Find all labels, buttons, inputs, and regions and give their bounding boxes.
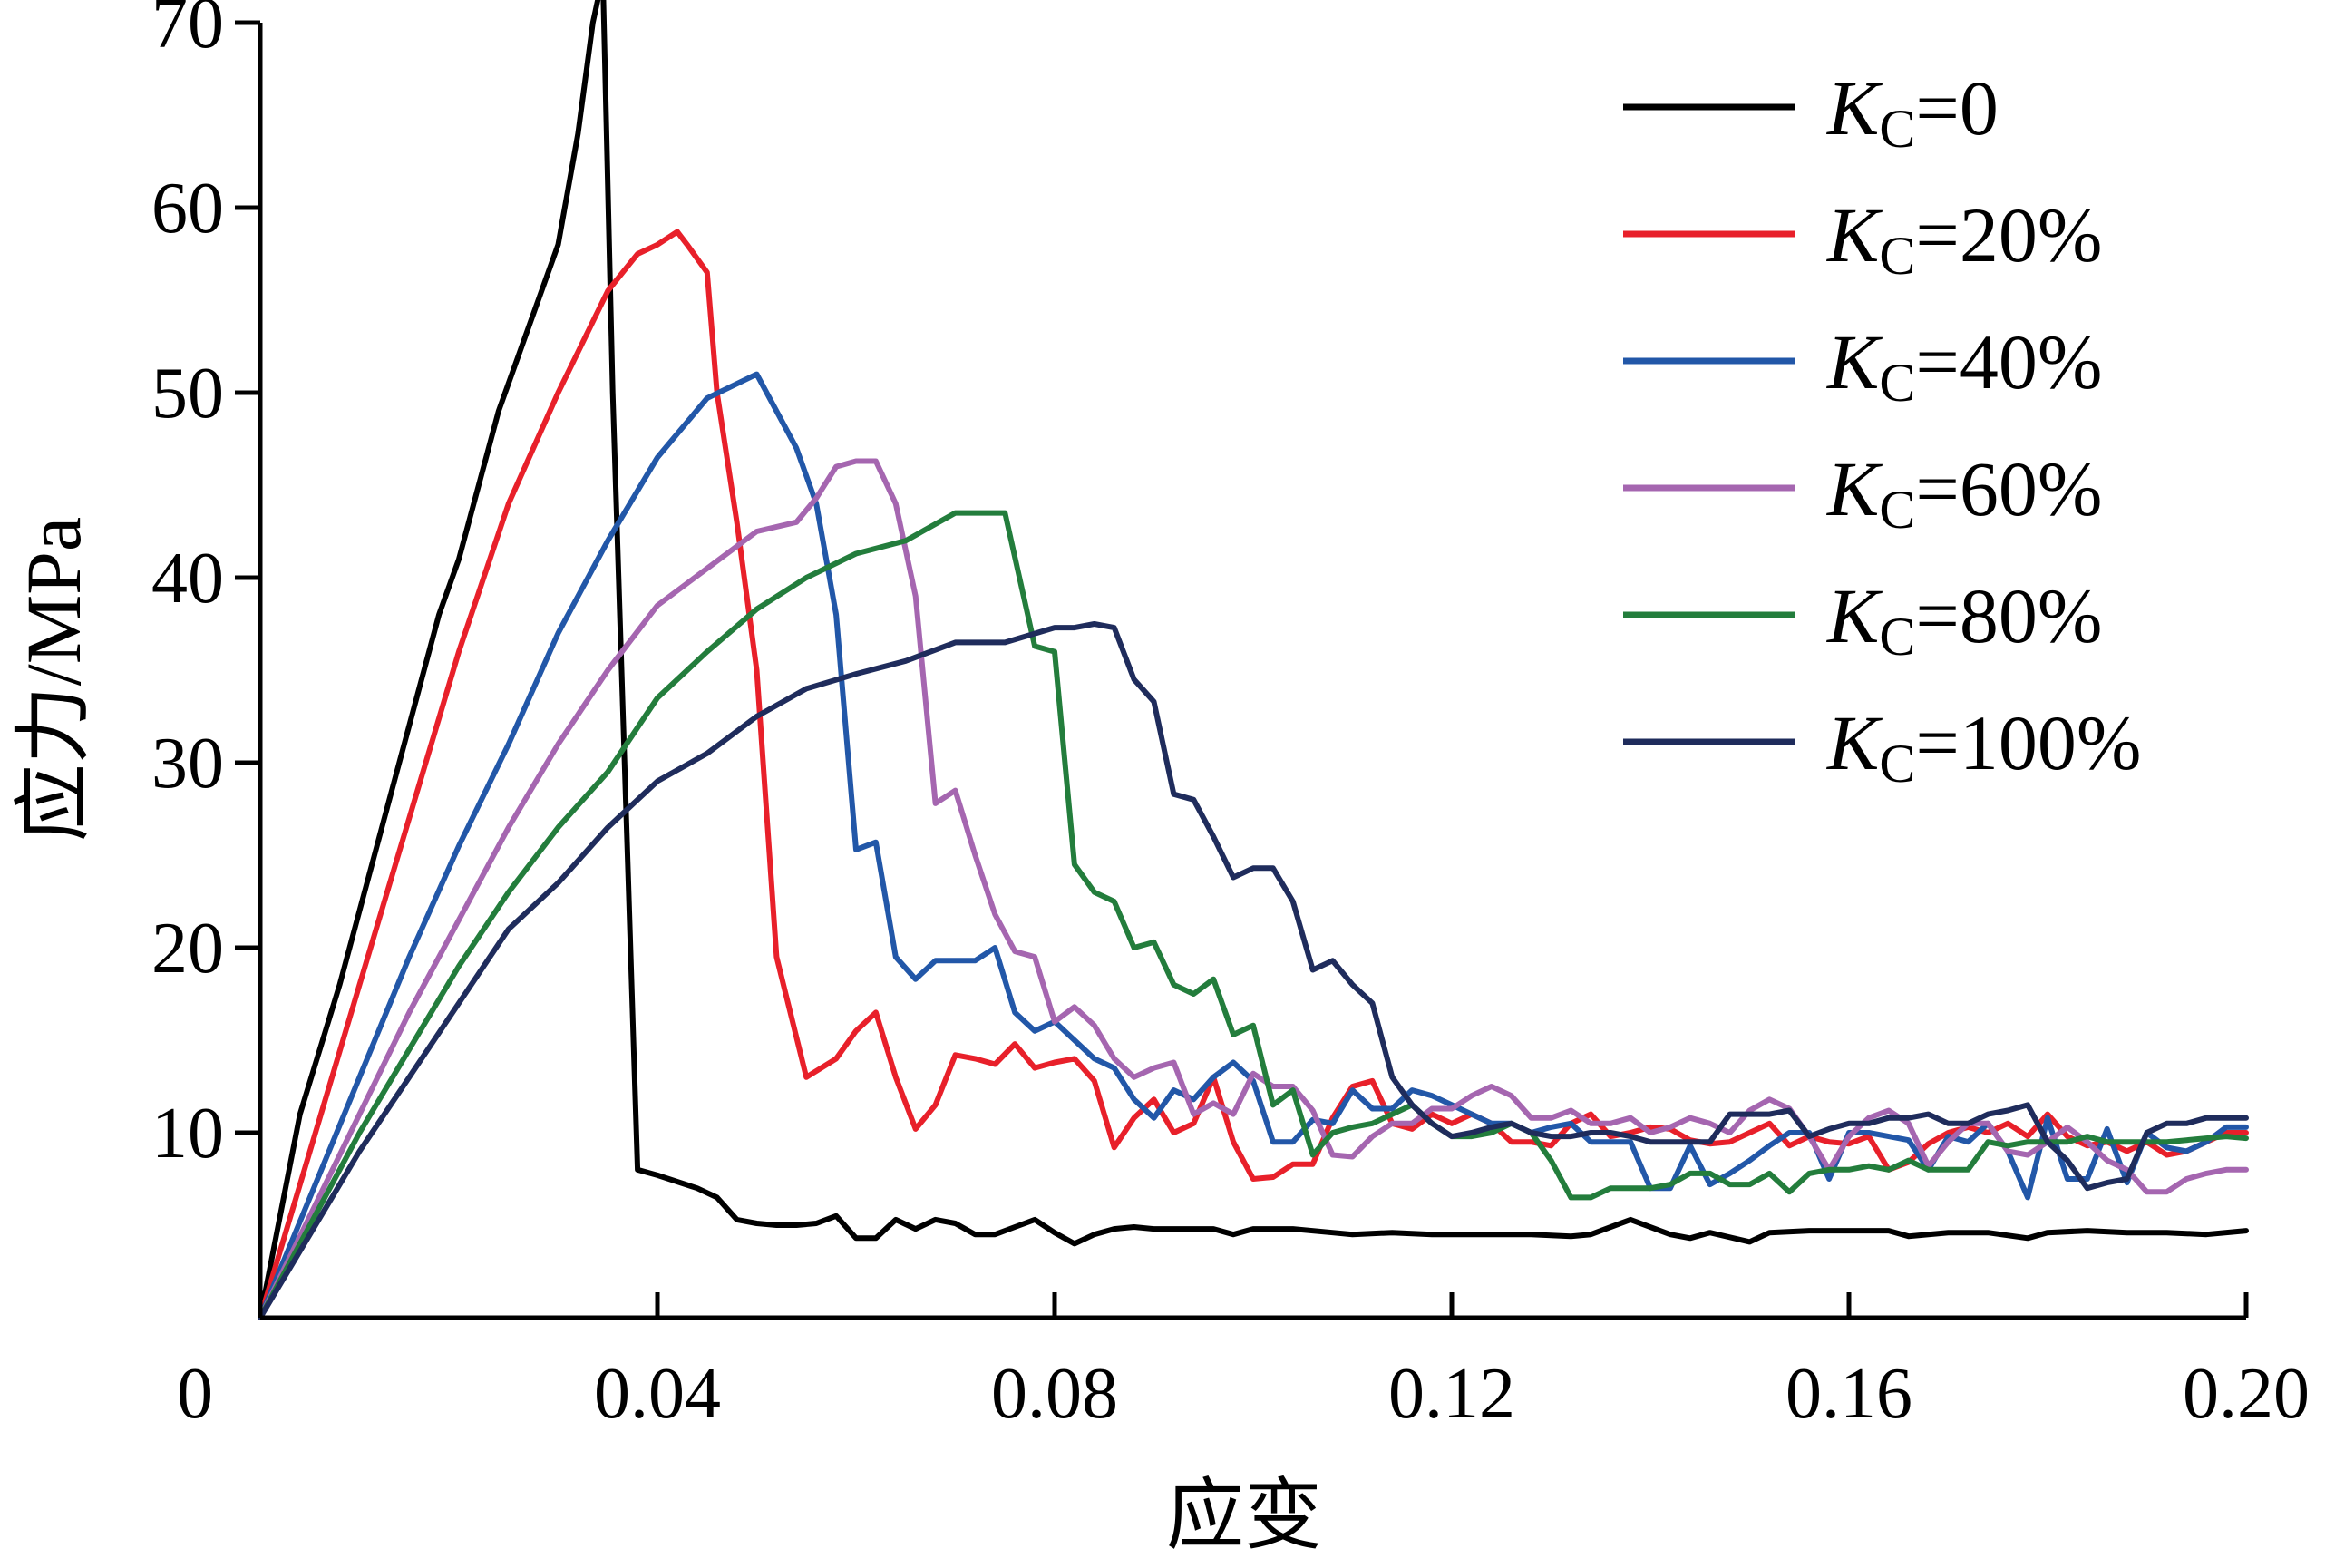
x-tick-label: 0 [177,1354,213,1434]
legend-label-main: K [1825,699,1883,786]
legend-label-4: KC=80% [1825,572,2103,667]
y-tick-label: 70 [151,0,224,63]
y-tick-label: 20 [151,909,224,989]
legend-label-rest: =100% [1915,699,2141,786]
x-tick-label: 0.16 [1785,1354,1912,1434]
legend-label-sub: C [1879,353,1915,413]
legend-label-main: K [1825,191,1883,278]
legend-label-main: K [1825,445,1883,532]
x-tick-label: 0.04 [594,1354,721,1434]
legend-label-rest: =60% [1915,445,2102,532]
legend-label-3: KC=60% [1825,445,2103,540]
y-tick-label: 50 [151,354,224,433]
legend-label-1: KC=20% [1825,191,2103,286]
series-line-1 [258,229,2249,1320]
ticks: 10 20 30 40 50 60 70 0 0.04 0.08 0.12 0.16 0.20 [151,0,2310,1434]
y-tick-label: 40 [151,539,224,618]
legend-label-rest: =20% [1915,191,2102,278]
y-axis-title: 应力/MPa [10,517,97,842]
y-tick-label: 60 [151,169,224,248]
legend-label-2: KC=40% [1825,318,2103,413]
legend-label-sub: C [1879,99,1915,159]
series-line-4 [258,510,2249,1320]
y-tick-label: 30 [151,724,224,803]
x-tick-label: 0.12 [1388,1354,1515,1434]
legend: KC=0KC=20%KC=40%KC=60%KC=80%KC=100% [1623,64,2142,794]
axes [258,23,2246,1320]
legend-label-0: KC=0 [1825,64,1999,159]
y-tick-label: 10 [151,1094,224,1174]
series-line-5 [258,621,2249,1320]
series-line-0 [258,0,2249,1320]
x-tick-label: 0.20 [2183,1354,2310,1434]
legend-label-sub: C [1879,480,1915,540]
legend-label-rest: =0 [1915,64,1999,151]
series-line-2 [258,371,2249,1320]
legend-label-main: K [1825,64,1883,151]
series-layer [258,0,2249,1320]
legend-label-sub: C [1879,734,1915,794]
legend-label-sub: C [1879,226,1915,286]
legend-label-main: K [1825,318,1883,405]
x-tick-label: 0.08 [991,1354,1118,1434]
legend-label-rest: =80% [1915,572,2102,659]
legend-label-5: KC=100% [1825,699,2142,794]
legend-label-sub: C [1879,607,1915,667]
x-axis-title: 应变 [1166,1472,1322,1559]
legend-label-rest: =40% [1915,318,2102,405]
legend-label-main: K [1825,572,1883,659]
